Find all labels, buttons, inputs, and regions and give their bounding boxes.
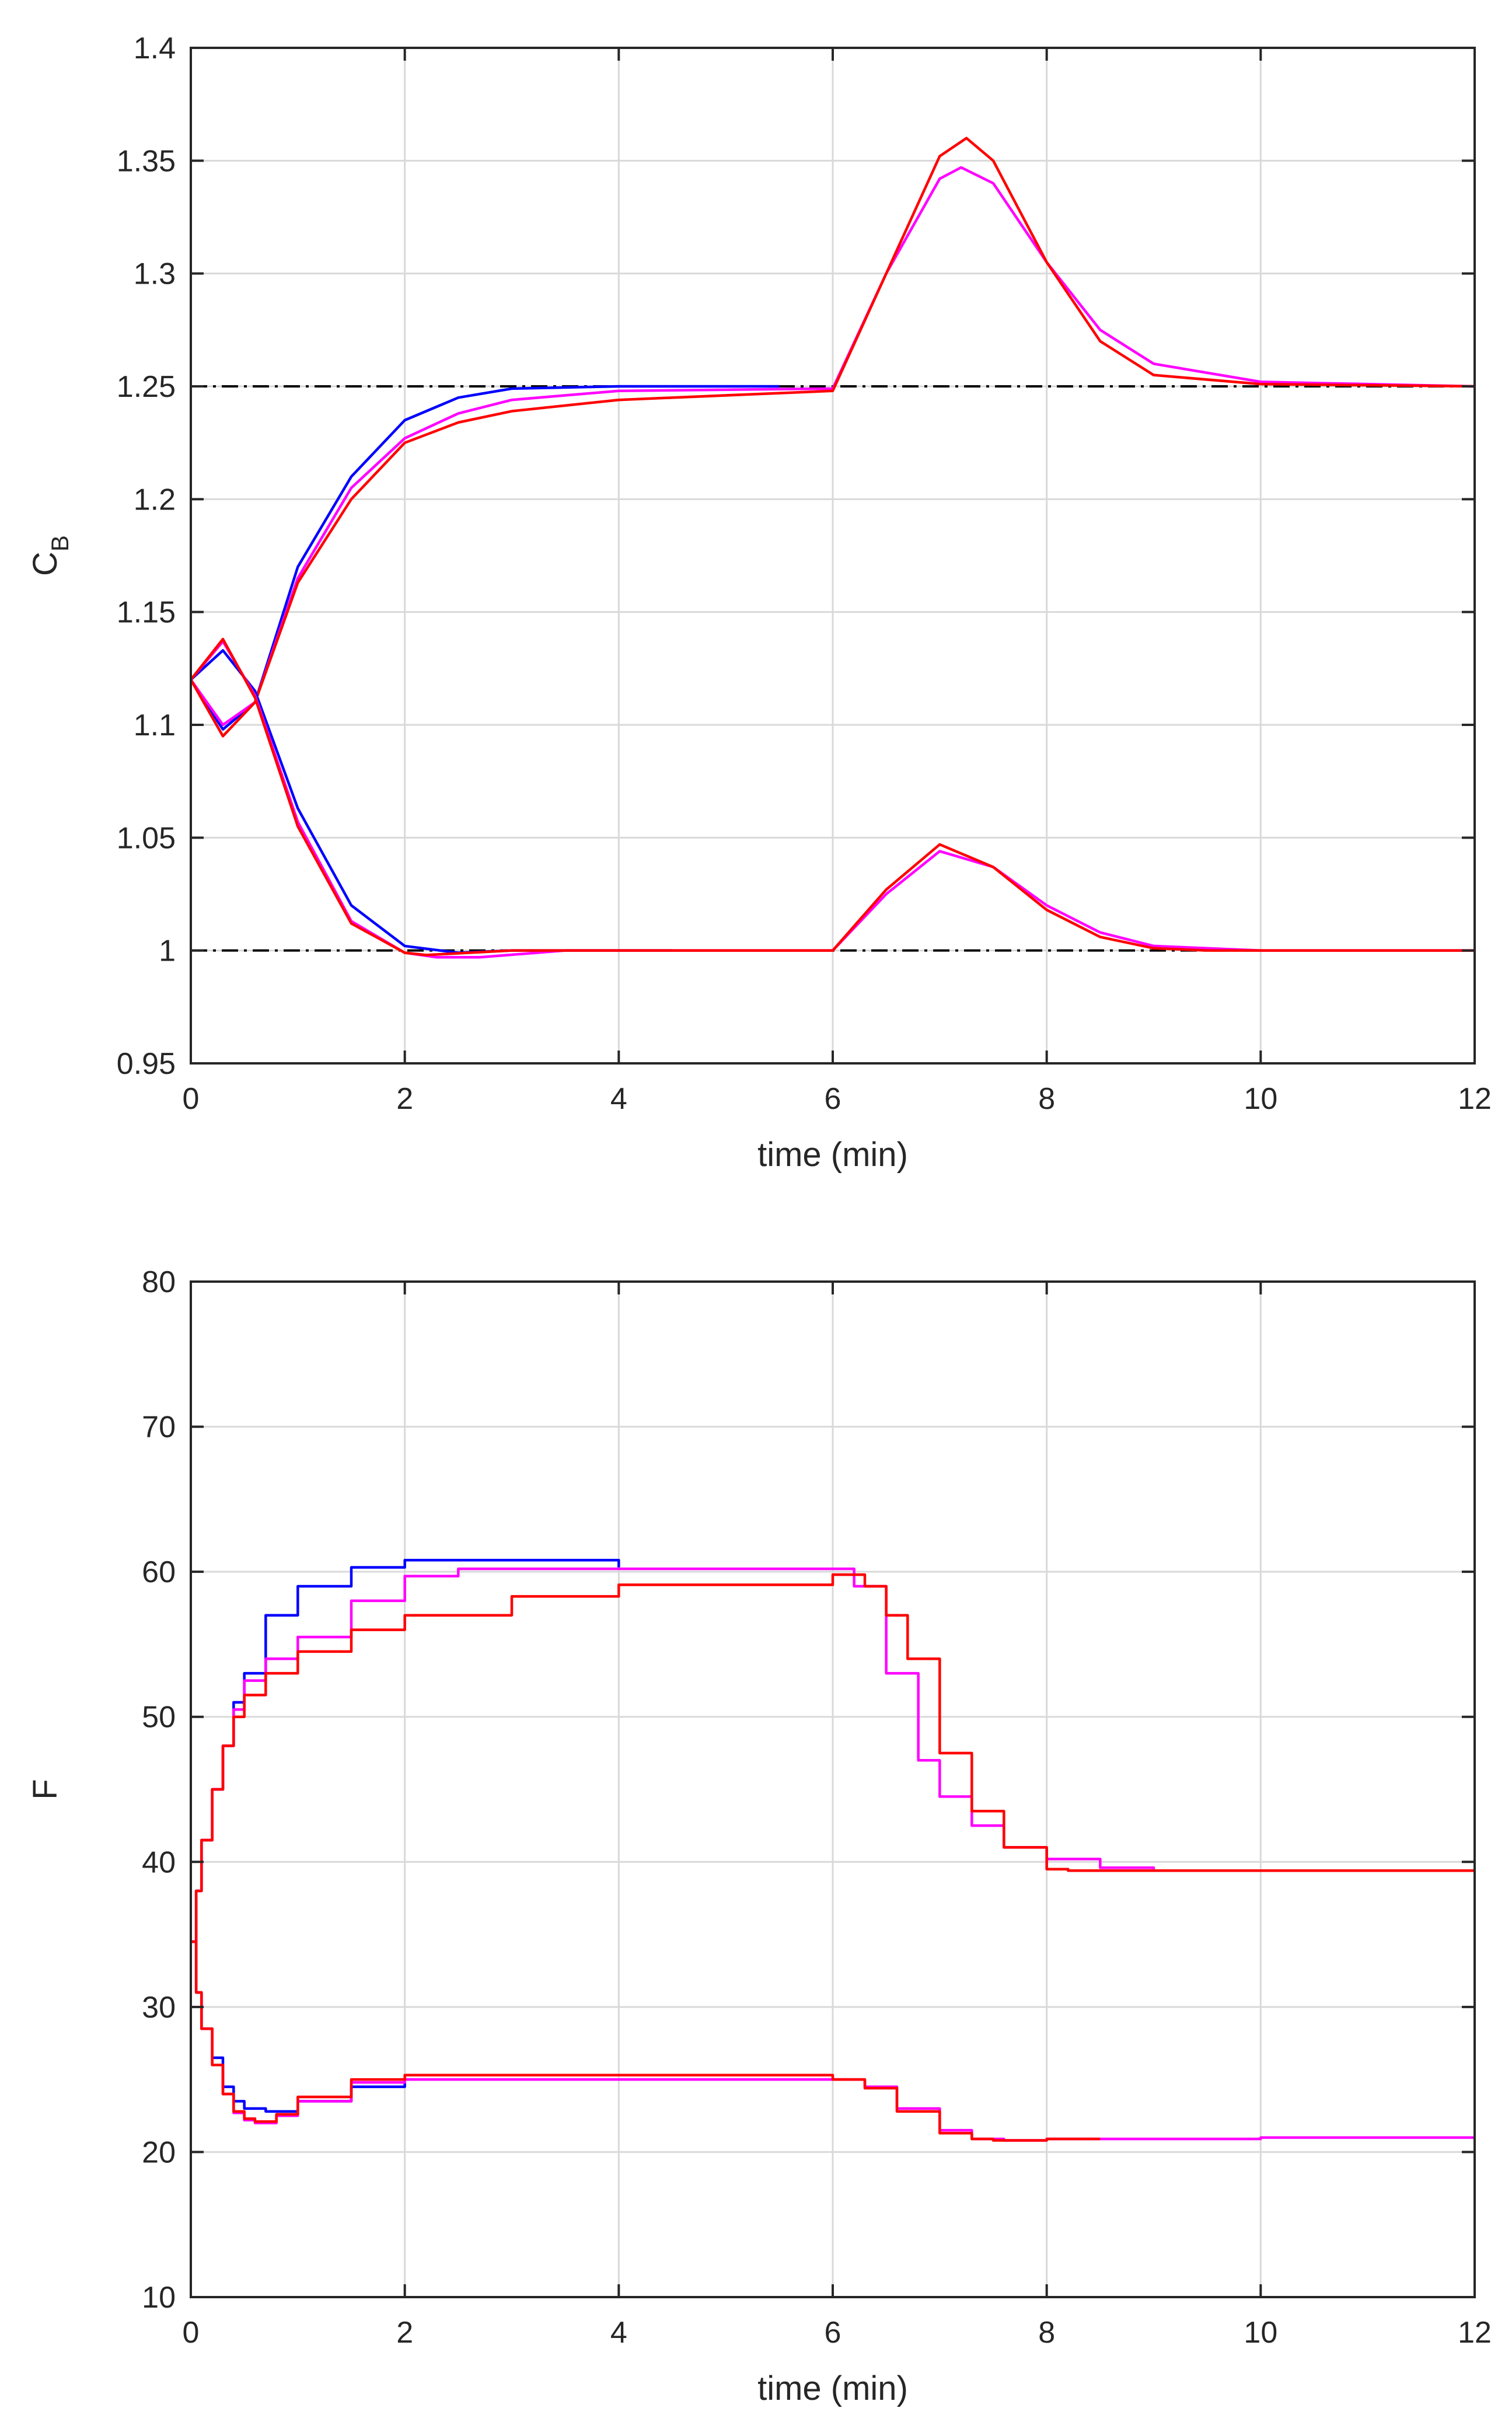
y-tick-label: 1.2 — [134, 483, 176, 516]
x-tick-label: 12 — [1458, 1082, 1492, 1116]
flow-chart-panel: 0 2 4 6 8 10 12 10 20 30 40 50 60 70 80 time (min) F — [26, 1265, 1492, 2407]
series-line — [191, 1573, 1475, 1943]
x-tick-label: 6 — [825, 2316, 841, 2350]
x-tick-label: 8 — [1038, 1082, 1055, 1116]
y-tick-label: 80 — [142, 1265, 176, 1299]
y-tick-label: 1.05 — [117, 821, 176, 855]
y-tick-label: 60 — [142, 1555, 176, 1589]
y-tick-label: 1.4 — [134, 32, 176, 65]
x-tick-label: 10 — [1244, 2316, 1277, 2350]
y-tick-label: 1.1 — [134, 709, 176, 742]
y-tick-label: 1.35 — [117, 144, 176, 178]
y-tick-label: 50 — [142, 1701, 176, 1734]
cb-chart-panel: 0 2 4 6 8 10 12 0.95 1 1.05 1.1 1.15 1.2 1.25 1.3 1.35 1… — [26, 32, 1492, 1174]
series-line — [191, 1940, 1101, 2142]
x-tick-label: 4 — [610, 2316, 627, 2350]
y-tick-label: 1.3 — [134, 257, 176, 291]
y-tick-label: 1.25 — [117, 370, 176, 404]
x-tick-label: 10 — [1244, 1082, 1277, 1116]
x-tick-label: 0 — [183, 2316, 200, 2350]
x-tick-label: 0 — [183, 1082, 200, 1116]
y-axis-label: CB — [26, 535, 74, 576]
y-axis-label: F — [26, 1779, 64, 1799]
y-axis-label-main: F — [26, 1779, 64, 1799]
series-line — [190, 385, 780, 731]
y-tick-label: 70 — [142, 1411, 176, 1444]
x-tick-label: 4 — [610, 1082, 627, 1116]
y-tick-label: 0.95 — [117, 1047, 176, 1081]
y-tick-label: 40 — [142, 1845, 176, 1879]
x-tick-label: 2 — [396, 1082, 413, 1116]
x-tick-label: 8 — [1038, 2316, 1055, 2350]
y-tick-label: 1 — [159, 934, 176, 968]
y-tick-label: 30 — [142, 1991, 176, 2025]
y-tick-label: 1.15 — [117, 596, 176, 630]
series-line — [190, 637, 1475, 957]
y-axis-label-subscript: B — [46, 535, 74, 552]
y-axis-label-main: C — [26, 552, 64, 576]
x-tick-label: 6 — [825, 1082, 841, 1116]
x-axis-label: time (min) — [757, 2369, 908, 2407]
x-tick-label: 2 — [396, 2316, 413, 2350]
y-tick-label: 10 — [142, 2281, 176, 2315]
y-tick-label: 20 — [142, 2135, 176, 2169]
x-axis-label: time (min) — [757, 1136, 908, 1174]
series-line — [190, 137, 1475, 738]
x-tick-label: 12 — [1458, 2316, 1492, 2350]
